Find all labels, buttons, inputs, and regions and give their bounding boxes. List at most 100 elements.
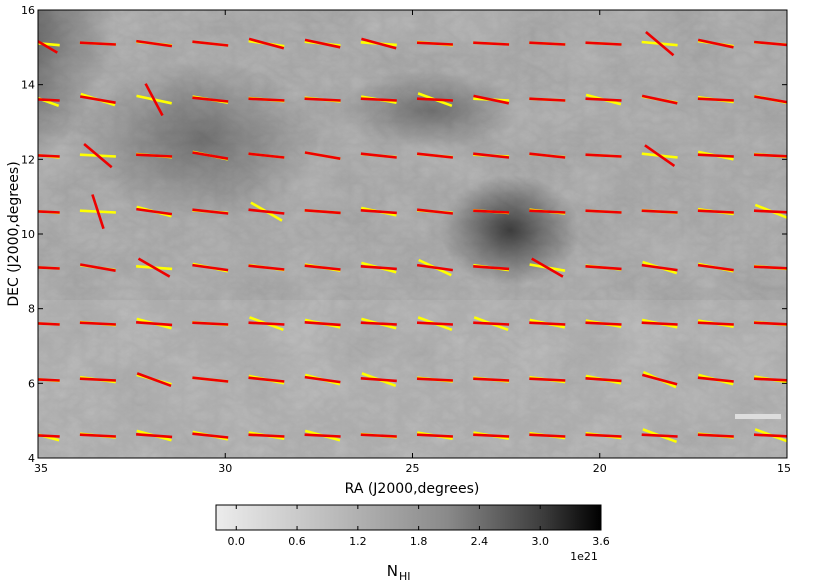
red-vector [529,41,566,46]
red-vector [416,263,453,272]
red-vector [585,377,622,383]
red-vector [473,209,510,214]
red-vector [473,433,510,438]
red-vector [38,210,60,214]
red-vector [136,207,173,216]
red-vector [136,433,173,439]
red-vector [754,95,787,104]
colorbar-gradient [216,505,601,530]
y-tick-label: 4 [28,452,35,465]
red-vector [529,321,566,326]
red-vector [79,433,116,438]
y-tick-label: 8 [28,303,35,316]
red-vector [136,39,173,48]
red-vector [360,265,397,271]
colorbar-tick-label: 0.0 [228,535,246,548]
x-tick-label: 15 [777,462,791,475]
red-vector [91,194,105,230]
red-vector [38,434,60,438]
red-vector [304,264,341,271]
red-vector [473,94,510,105]
red-vector [753,153,787,158]
x-tick-label: 30 [218,462,232,475]
red-vector [529,209,566,214]
red-vector [304,433,341,438]
red-vector [79,263,116,272]
red-vector [248,152,285,159]
red-vector [753,209,787,214]
red-vector [645,31,675,57]
red-vector [585,209,622,214]
red-vector [416,97,453,102]
red-vector [192,376,229,383]
red-vector [753,377,787,382]
red-vector [304,97,341,102]
red-vector [641,321,678,326]
red-vector [360,377,397,383]
colorbar: 0.0 0.6 1.2 1.8 2.4 3.0 3.6 1e21 N HI [215,504,610,583]
red-vector [38,378,60,382]
red-vector [416,321,453,326]
red-vector [531,257,564,278]
red-vector [79,321,116,326]
red-vector [38,266,60,270]
red-vector [753,433,787,438]
red-vector [38,39,58,54]
red-vector [79,95,116,104]
red-vector [473,321,510,326]
red-vector [304,38,341,49]
red-vector [753,265,787,270]
red-vector [248,264,285,271]
red-vector [192,432,229,439]
red-vector [644,144,676,167]
polarization-vectors [38,31,787,444]
y-tick-label: 6 [28,377,35,390]
x-tick-label: 20 [593,462,607,475]
red-vector [585,153,622,158]
colorbar-label-subscript: HI [399,570,411,583]
red-vector [248,321,285,326]
red-vector [473,41,510,46]
red-vector [529,377,566,382]
y-tick-label: 10 [21,228,35,241]
red-vector [360,152,397,159]
red-vector [248,376,285,383]
red-vector [416,152,454,159]
red-vector [248,208,285,215]
red-vector [753,321,787,326]
y-tick-label: 12 [21,153,35,166]
axes: 35 30 25 20 15 4 6 8 10 12 14 16 [21,4,791,475]
red-vector [83,143,113,169]
red-vector [360,321,397,326]
red-vector [641,209,678,214]
colorbar-tick-label: 1.8 [410,535,428,548]
y-axis-label: DEC (J2000,degrees) [6,161,22,306]
red-vector [192,40,229,47]
x-tick-label: 35 [34,462,48,475]
red-vector [641,373,678,386]
red-vector [473,152,510,159]
red-vector [585,41,622,46]
red-vector [136,321,173,327]
red-vector [38,154,60,158]
colorbar-tick-label: 0.6 [288,535,306,548]
red-vector [361,37,397,50]
red-vector [192,96,229,103]
red-vector [38,98,60,102]
colorbar-ticks: 0.0 0.6 1.2 1.8 2.4 3.0 3.6 [228,505,610,548]
x-tick-label: 25 [406,462,420,475]
colorbar-tick-label: 1.2 [349,535,367,548]
red-vector [529,433,566,438]
colorbar-label: N [387,562,398,580]
red-vector [360,433,397,438]
red-vector [248,37,285,50]
red-vector [304,151,341,160]
colorbar-tick-label: 2.4 [471,535,489,548]
red-vector [585,265,622,271]
x-axis-label: RA (J2000,degrees) [345,481,480,497]
red-vector [304,321,341,327]
red-vector [529,152,566,159]
red-vector [473,377,510,382]
red-vector [697,433,734,438]
